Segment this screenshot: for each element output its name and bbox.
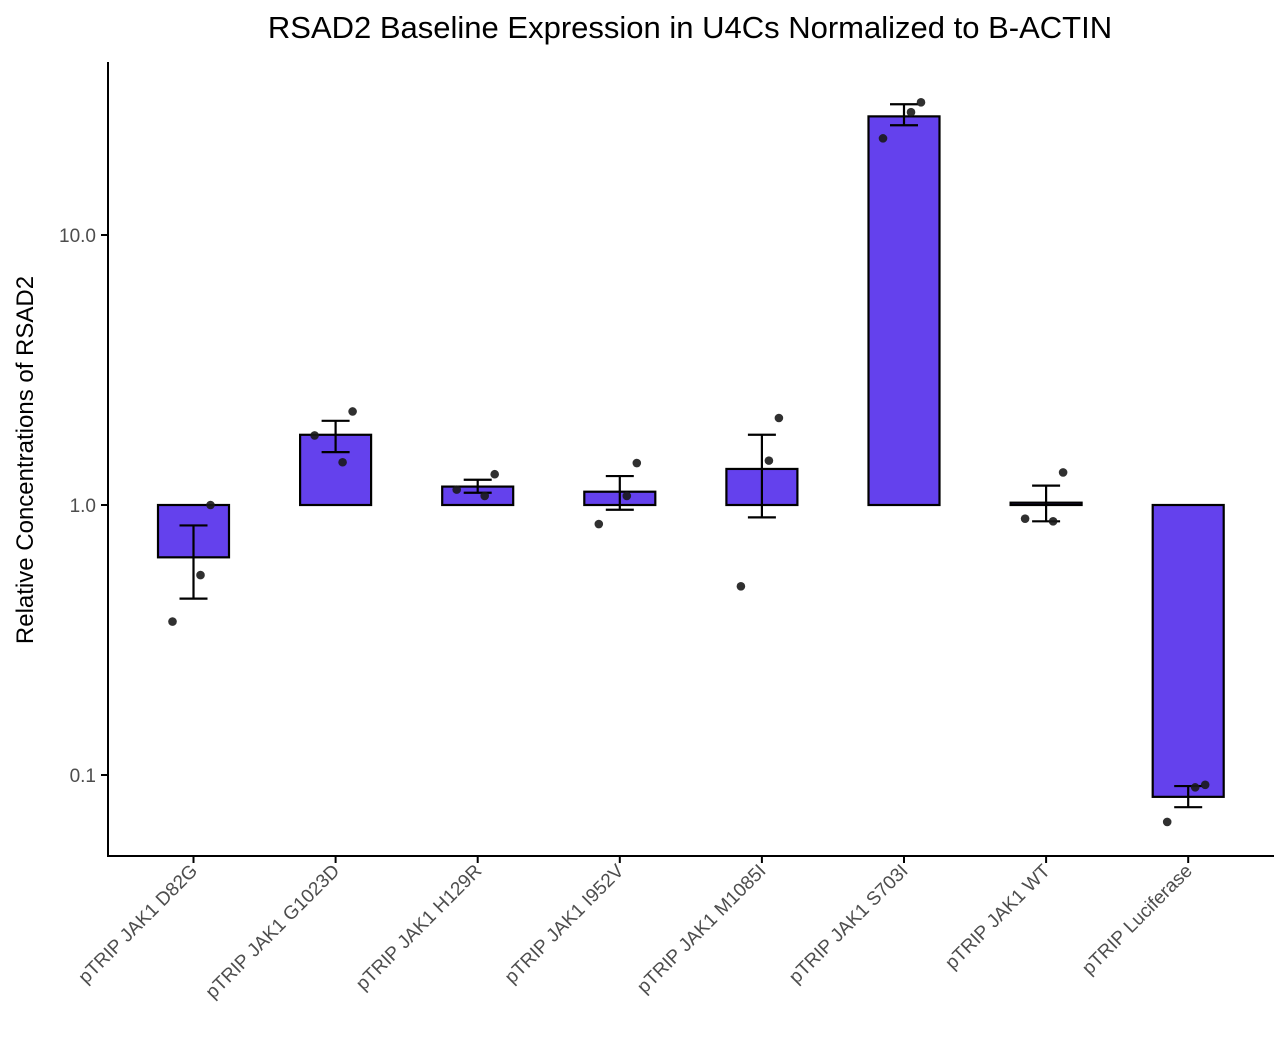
data-point <box>1020 514 1030 523</box>
x-tick-label: pTRIP JAK1 M1085I <box>633 861 770 998</box>
y-tick-label: 1.0 <box>70 496 96 517</box>
data-point <box>310 431 319 440</box>
data-point <box>594 519 604 529</box>
data-point <box>1200 780 1210 790</box>
bar <box>867 115 941 507</box>
data-point <box>906 107 916 117</box>
x-tick-label: pTRIP JAK1 G1023D <box>202 861 344 1003</box>
data-point <box>490 469 500 479</box>
x-tick-label: pTRIP JAK1 I952V <box>501 860 629 988</box>
x-tick-label: pTRIP JAK1 S703I <box>785 861 912 988</box>
data-point <box>338 457 347 467</box>
data-point <box>196 570 205 580</box>
data-point <box>916 98 926 107</box>
data-point <box>348 407 357 416</box>
data-point <box>1162 817 1172 827</box>
x-tick-label: pTRIP Luciferase <box>1078 861 1196 979</box>
data-point <box>1048 517 1058 526</box>
x-tick-label: pTRIP JAK1 H129R <box>352 861 486 995</box>
data-point <box>622 491 632 501</box>
plot-area: 0.1 1.0 10.0 pTRIP JAK1 D82G pTRIP JAK1 G102… <box>59 98 1225 1003</box>
x-tick-label: pTRIP JAK1 D82G <box>75 861 202 988</box>
y-tick-label: 0.1 <box>70 766 96 787</box>
bar <box>1151 503 1225 798</box>
data-point <box>632 458 642 468</box>
data-point <box>878 134 888 143</box>
data-point <box>206 500 215 510</box>
chart-title: RSAD2 Baseline Expression in U4Cs Normal… <box>268 10 1112 45</box>
data-point <box>774 413 784 423</box>
data-point <box>736 581 746 591</box>
data-point <box>452 485 462 494</box>
x-tick-label: pTRIP JAK1 WT <box>941 860 1054 973</box>
y-tick-label: 10.0 <box>59 226 96 247</box>
data-point <box>480 491 490 501</box>
data-point <box>1190 783 1200 792</box>
y-axis-label: Relative Concentrations of RSAD2 <box>12 276 39 644</box>
data-point <box>1058 468 1068 477</box>
data-point <box>764 456 774 465</box>
data-point <box>168 617 177 626</box>
